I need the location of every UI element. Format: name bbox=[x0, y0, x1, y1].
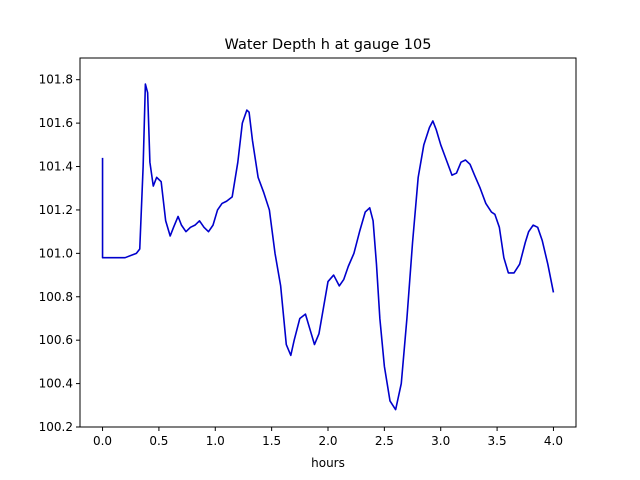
series-line-0 bbox=[101, 83, 555, 411]
x-axis-label: hours bbox=[311, 456, 345, 470]
x-axis: 0.0 0.5 1.0 1.5 2.0 2.5 3.0 3.5 4.0 bbox=[93, 427, 563, 448]
y-tick-label: 101.8 bbox=[39, 73, 73, 87]
x-tick-label: 2.5 bbox=[375, 434, 394, 448]
y-tick-label: 100.2 bbox=[39, 420, 73, 434]
x-tick-label: 3.0 bbox=[431, 434, 450, 448]
y-tick-label: 100.8 bbox=[39, 290, 73, 304]
y-tick-label: 101.4 bbox=[39, 160, 73, 174]
y-tick-label: 101.0 bbox=[39, 246, 73, 260]
y-tick-label: 100.6 bbox=[39, 333, 73, 347]
y-tick-label: 100.4 bbox=[39, 377, 73, 391]
x-tick-label: 1.0 bbox=[206, 434, 225, 448]
chart-title: Water Depth h at gauge 105 bbox=[225, 37, 432, 53]
x-tick-label: 1.5 bbox=[262, 434, 281, 448]
y-tick-label: 101.2 bbox=[39, 203, 73, 217]
x-tick-label: 0.0 bbox=[93, 434, 112, 448]
y-axis: 100.2 100.4 100.6 100.8 101.0 101.2 101.4 101.6… bbox=[39, 73, 80, 434]
x-tick-label: 4.0 bbox=[544, 434, 563, 448]
x-tick-label: 3.5 bbox=[488, 434, 507, 448]
x-tick-label: 0.5 bbox=[149, 434, 168, 448]
x-tick-label: 2.0 bbox=[318, 434, 337, 448]
plot-area bbox=[79, 57, 577, 428]
y-tick-label: 101.6 bbox=[39, 116, 73, 130]
